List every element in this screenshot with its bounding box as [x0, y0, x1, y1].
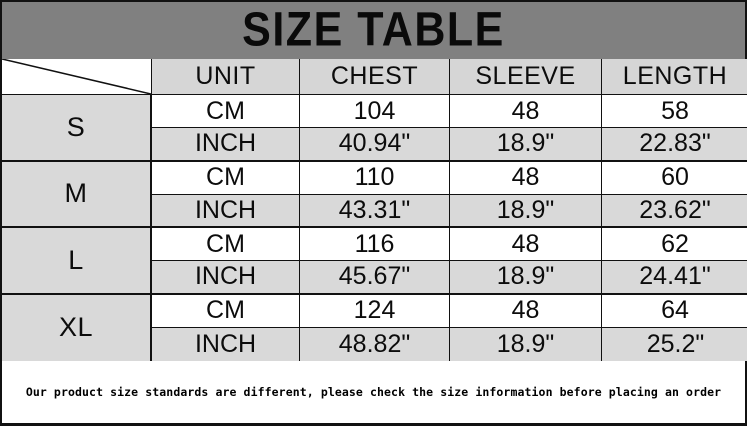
table-row: CM — [152, 95, 300, 129]
table-row: 25.2" — [602, 327, 747, 361]
table-row: 116 — [300, 228, 450, 262]
table-row: INCH — [152, 194, 300, 228]
table-row: 18.9" — [450, 128, 602, 162]
table-row: 48 — [450, 228, 602, 262]
footer-note: Our product size standards are different… — [0, 361, 747, 426]
size-label-s: S — [2, 95, 152, 162]
table-row: 124 — [300, 294, 450, 328]
size-label-m: M — [2, 161, 152, 228]
table-row: 23.62" — [602, 194, 747, 228]
column-header-unit: UNIT — [152, 59, 300, 95]
column-header-length: LENGTH — [602, 59, 747, 95]
table-row: 22.83" — [602, 128, 747, 162]
size-label-l: L — [2, 228, 152, 295]
table-row: 43.31" — [300, 194, 450, 228]
table-row: 18.9" — [450, 261, 602, 295]
table-row: 40.94" — [300, 128, 450, 162]
table-row: 18.9" — [450, 194, 602, 228]
table-row: 24.41" — [602, 261, 747, 295]
table-row: 104 — [300, 95, 450, 129]
table-row: 58 — [602, 95, 747, 129]
size-label-xl: XL — [2, 294, 152, 361]
table-row: 48.82" — [300, 327, 450, 361]
table-row: 64 — [602, 294, 747, 328]
table-row: CM — [152, 294, 300, 328]
table-row: 110 — [300, 161, 450, 195]
column-header-sleeve: SLEEVE — [450, 59, 602, 95]
corner-cell — [2, 59, 152, 95]
table-row: CM — [152, 228, 300, 262]
table-row: 62 — [602, 228, 747, 262]
table-row: CM — [152, 161, 300, 195]
table-row: 48 — [450, 161, 602, 195]
table-row: 45.67" — [300, 261, 450, 295]
size-table-grid: UNIT CHEST SLEEVE LENGTH S CM 104 48 58 … — [0, 59, 747, 361]
page-title: SIZE TABLE — [242, 3, 505, 57]
table-row: INCH — [152, 261, 300, 295]
table-row: INCH — [152, 327, 300, 361]
title-band: SIZE TABLE — [0, 0, 747, 59]
table-row: 60 — [602, 161, 747, 195]
table-row: 48 — [450, 95, 602, 129]
table-row: 18.9" — [450, 327, 602, 361]
table-row: 48 — [450, 294, 602, 328]
footer-note-text: Our product size standards are different… — [25, 385, 722, 399]
column-header-chest: CHEST — [300, 59, 450, 95]
diagonal-divider-icon — [2, 59, 151, 94]
table-row: INCH — [152, 128, 300, 162]
